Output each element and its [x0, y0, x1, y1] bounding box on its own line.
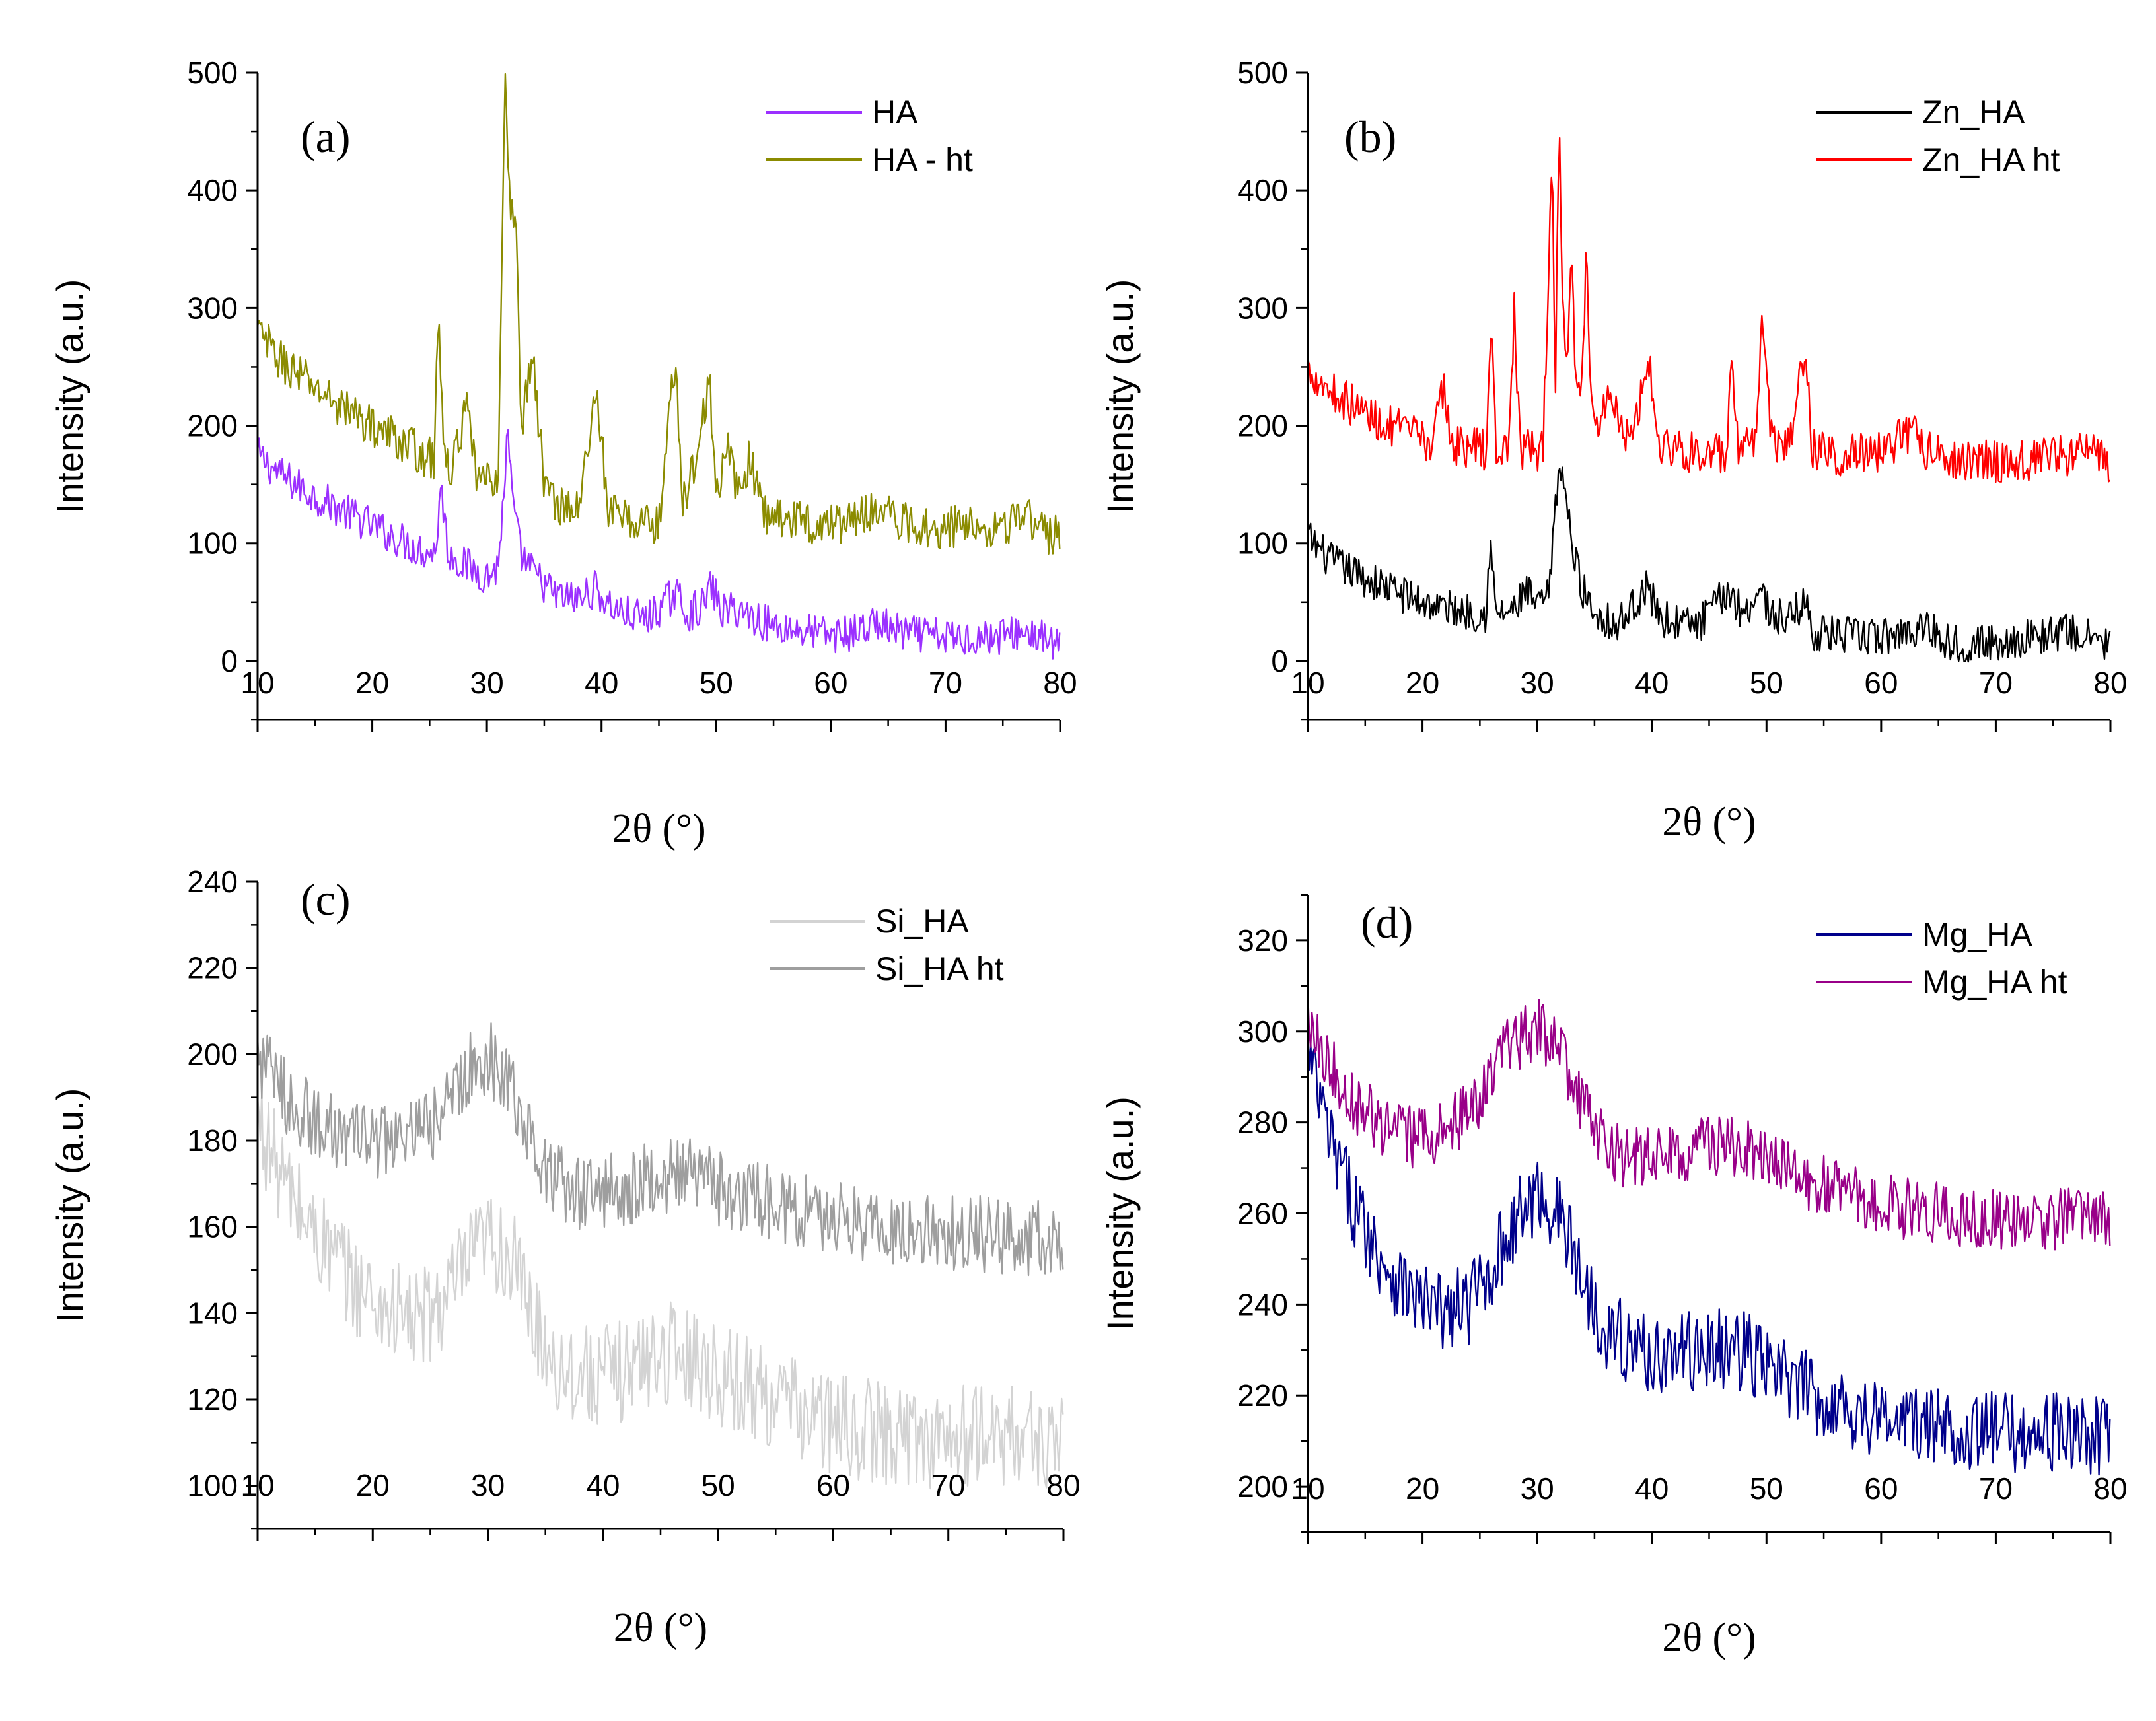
x-tick-label: 20 — [1406, 1471, 1439, 1506]
panel-label: (a) — [301, 112, 350, 162]
x-tick-label: 20 — [355, 666, 389, 700]
y-axis-title: Intensity (a.u.) — [1099, 1096, 1141, 1331]
x-tick-label: 40 — [586, 1468, 620, 1502]
x-tick-label: 80 — [1043, 666, 1077, 700]
x-tick-label: 20 — [356, 1468, 390, 1502]
y-tick-label: 140 — [187, 1296, 238, 1330]
x-tick-label: 50 — [701, 1468, 735, 1502]
y-tick-label: 400 — [187, 173, 238, 207]
panel-b: 10 20 30 40 50 60 70 80 0 100 200 300 400 500 Intensit… — [1099, 55, 2128, 845]
x-tick-label: 80 — [2093, 666, 2127, 700]
y-tick-label: 100 — [187, 1469, 238, 1503]
y-axis-title: Intensity (a.u.) — [1099, 279, 1141, 514]
x-tick-label: 30 — [1521, 666, 1554, 700]
x-tick-label: 70 — [1979, 666, 2013, 700]
x-axis-title: 2θ (°) — [1662, 1615, 1756, 1660]
y-tick-label: 220 — [1237, 1378, 1288, 1413]
series-line-2 — [256, 1022, 1064, 1277]
panel-a: 10 20 30 40 50 60 70 80 0 100 200 300 400 500 Intensit… — [49, 55, 1077, 851]
legend-label: Mg_HA — [1922, 916, 2032, 953]
panel-label: (c) — [301, 874, 350, 925]
y-tick-label: 260 — [1237, 1197, 1288, 1231]
x-tick-label: 10 — [1291, 1471, 1324, 1506]
y-tick-label: 0 — [1271, 644, 1288, 678]
x-tick-label: 20 — [1406, 666, 1439, 700]
y-tick-label: 300 — [187, 291, 238, 325]
y-tick-label: 280 — [1237, 1106, 1288, 1140]
series-line-1 — [256, 429, 1061, 660]
panel-label: (d) — [1361, 897, 1413, 948]
x-tick-label: 30 — [470, 666, 504, 700]
x-tick-label: 10 — [240, 666, 274, 700]
y-tick-label: 200 — [187, 1037, 238, 1071]
legend-label: Si_HA ht — [875, 950, 1004, 987]
x-tick-label: 60 — [816, 1468, 850, 1502]
legend-label: Zn_HA ht — [1922, 141, 2060, 178]
x-tick-label: 10 — [1291, 666, 1324, 700]
y-tick-label: 120 — [187, 1382, 238, 1417]
y-axis-title: Intensity (a.u.) — [49, 279, 90, 514]
legend-label: HA - ht — [872, 141, 973, 178]
legend-label: Si_HA — [875, 903, 969, 940]
series-line-2 — [1307, 137, 2111, 483]
x-tick-label: 40 — [1635, 1471, 1669, 1506]
x-tick-label: 40 — [585, 666, 618, 700]
y-tick-label: 180 — [187, 1123, 238, 1158]
y-tick-label: 160 — [187, 1210, 238, 1244]
y-tick-label: 400 — [1237, 173, 1288, 207]
x-tick-label: 50 — [700, 666, 733, 700]
y-tick-label: 100 — [187, 526, 238, 561]
y-tick-label: 240 — [1237, 1287, 1288, 1321]
panel-d: 10 20 30 40 50 60 70 80 200 220 240 260 280 300 320 Int… — [1099, 894, 2128, 1660]
x-tick-label: 30 — [471, 1468, 505, 1502]
series-line-2 — [256, 73, 1061, 555]
y-tick-label: 220 — [187, 951, 238, 985]
x-tick-label: 60 — [1864, 666, 1898, 700]
y-tick-label: 200 — [1237, 409, 1288, 443]
series-line-1 — [1307, 1034, 2111, 1476]
y-tick-label: 500 — [1237, 55, 1288, 90]
series-line-2 — [1307, 993, 2111, 1251]
y-tick-label: 200 — [187, 409, 238, 443]
x-tick-label: 30 — [1521, 1471, 1554, 1506]
x-tick-label: 40 — [1635, 666, 1669, 700]
y-tick-label: 200 — [1237, 1469, 1288, 1504]
x-axis-title: 2θ (°) — [612, 806, 705, 851]
series-line-1 — [1307, 466, 2111, 663]
x-tick-label: 80 — [2093, 1471, 2127, 1506]
x-tick-label: 50 — [1750, 1471, 1783, 1506]
legend-label: HA — [872, 94, 918, 131]
x-axis-title: 2θ (°) — [614, 1605, 707, 1650]
x-tick-label: 70 — [931, 1468, 965, 1502]
y-tick-label: 300 — [1237, 1014, 1288, 1049]
y-tick-label: 0 — [221, 644, 238, 678]
x-tick-label: 80 — [1046, 1468, 1080, 1502]
panel-label: (b) — [1344, 112, 1396, 162]
y-tick-label: 240 — [187, 864, 238, 899]
legend-label: Zn_HA — [1922, 94, 2025, 131]
legend-label: Mg_HA ht — [1922, 964, 2067, 1001]
x-tick-label: 70 — [1979, 1471, 2013, 1506]
y-tick-label: 100 — [1237, 526, 1288, 561]
series-line-1 — [256, 1090, 1064, 1490]
x-tick-label: 50 — [1750, 666, 1783, 700]
x-axis-title: 2θ (°) — [1662, 800, 1756, 845]
panel-c: 10 20 30 40 50 60 70 80100120140160180200220240… — [49, 864, 1081, 1650]
y-tick-label: 320 — [1237, 923, 1288, 958]
x-tick-label: 60 — [1864, 1471, 1898, 1506]
y-tick-label: 500 — [187, 55, 238, 90]
y-tick-label: 300 — [1237, 291, 1288, 325]
x-tick-label: 70 — [929, 666, 962, 700]
y-axis-title: Intensity (a.u.) — [49, 1088, 90, 1323]
x-tick-label: 60 — [814, 666, 847, 700]
